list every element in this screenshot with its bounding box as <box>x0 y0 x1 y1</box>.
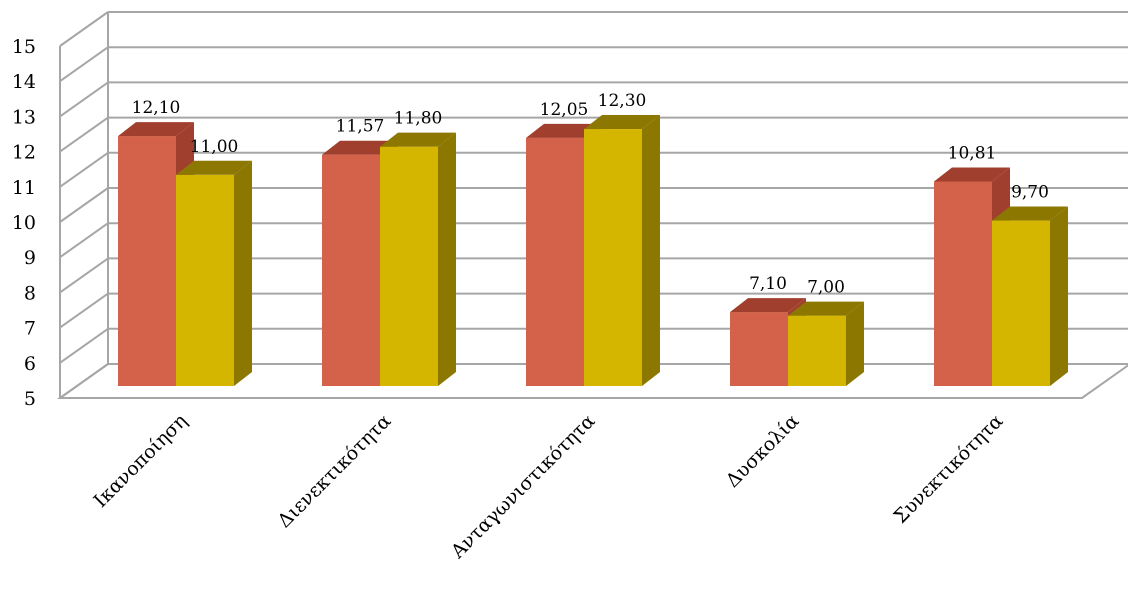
category-label: Διενεκτικότητα <box>273 410 395 532</box>
y-tick-label: 8 <box>24 282 36 304</box>
data-label: 9,70 <box>1011 183 1049 203</box>
bar-top <box>584 115 660 130</box>
category-label: Ικανοποίηση <box>89 410 191 512</box>
side-gridline-6 <box>59 327 109 364</box>
data-label: 12,05 <box>540 100 589 120</box>
side-gridline-14 <box>59 46 109 83</box>
side-gridline-9 <box>59 222 109 259</box>
side-gridline-12 <box>59 116 109 153</box>
bar-side <box>438 132 456 386</box>
bar-side <box>846 301 864 386</box>
bar <box>584 129 642 387</box>
y-tick-label: 9 <box>24 247 36 269</box>
bar <box>526 137 584 386</box>
bar-top <box>992 206 1068 221</box>
floor <box>56 363 1128 399</box>
y-tick-label: 15 <box>12 36 36 58</box>
data-label: 7,10 <box>749 274 787 294</box>
bar <box>380 146 438 386</box>
bar <box>322 154 380 386</box>
bar-top <box>322 140 398 155</box>
bar-top <box>730 298 806 313</box>
bar-side <box>1050 206 1068 386</box>
side-gridline-10 <box>59 187 109 223</box>
data-label: 12,30 <box>598 91 647 111</box>
data-label: 11,57 <box>336 117 385 137</box>
category-label: Συνεκτικότητα <box>890 410 1008 528</box>
y-tick-label: 13 <box>12 106 36 128</box>
bar <box>118 136 176 386</box>
bar-side <box>234 160 252 386</box>
side-gridline-15 <box>59 11 109 47</box>
side-gridline-7 <box>59 292 109 329</box>
bar-top <box>176 160 252 175</box>
data-label: 11,80 <box>394 109 443 129</box>
data-label: 7,00 <box>807 278 845 298</box>
y-tick-label: 6 <box>24 353 36 375</box>
y-tick-label: 11 <box>12 177 36 199</box>
bar-top <box>788 301 864 316</box>
category-label: Δυσκολία <box>722 410 804 492</box>
side-gridline-11 <box>59 151 109 188</box>
bar-top <box>118 122 194 137</box>
bar <box>788 315 846 386</box>
side-gridline-8 <box>59 257 109 294</box>
bar-side <box>642 115 660 386</box>
bar <box>934 181 992 386</box>
y-tick-label: 5 <box>24 388 36 410</box>
y-tick-label: 7 <box>24 318 36 340</box>
side-gridline-13 <box>59 81 109 118</box>
bar <box>992 220 1050 386</box>
bar-top <box>380 132 456 147</box>
y-tick-label: 12 <box>12 142 36 164</box>
bar-top <box>526 123 602 138</box>
category-label: Ανταγωνιστικότητα <box>446 410 600 564</box>
bar-top <box>934 167 1010 182</box>
bar <box>176 174 234 386</box>
y-tick-label: 10 <box>12 212 36 234</box>
bar <box>730 312 788 386</box>
data-label: 10,81 <box>948 143 997 163</box>
y-tick-label: 14 <box>12 71 36 93</box>
data-label: 11,00 <box>190 137 239 157</box>
data-label: 12,10 <box>132 98 181 118</box>
